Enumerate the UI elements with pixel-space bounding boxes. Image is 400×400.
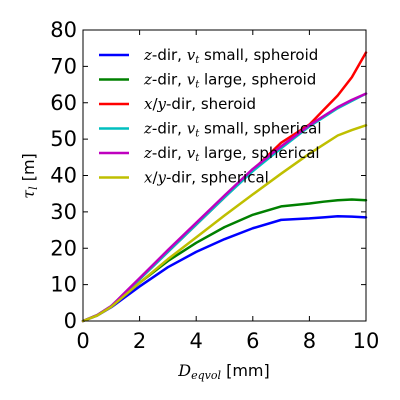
y-tick-label: 50 bbox=[50, 127, 77, 151]
legend-label-1: z-dir, vt small, spheroid bbox=[143, 46, 318, 66]
legend-label-3: x/y-dir, sheroid bbox=[144, 95, 256, 113]
y-tick-label: 80 bbox=[50, 18, 77, 42]
x-tick-label: 4 bbox=[190, 329, 203, 353]
series-line-3 bbox=[81, 51, 368, 323]
y-tick-label: 40 bbox=[50, 164, 77, 188]
y-tick-label: 70 bbox=[50, 54, 77, 78]
series-line-6 bbox=[81, 124, 368, 323]
series-layer bbox=[81, 51, 368, 323]
y-axis-label: τl [m] bbox=[19, 153, 40, 199]
legend-label-5: z-dir, vt large, spherical bbox=[143, 144, 320, 164]
x-tick-label: 2 bbox=[133, 329, 146, 353]
x-axis-label: Deqvol [mm] bbox=[177, 361, 269, 382]
x-tick-label: 8 bbox=[303, 329, 316, 353]
legend-label-2: z-dir, vt large, spheroid bbox=[143, 71, 316, 91]
legend-label-4: z-dir, vt small, spherical bbox=[143, 120, 322, 140]
y-tick-label: 20 bbox=[50, 236, 77, 260]
x-tick-label: 0 bbox=[76, 329, 89, 353]
y-tick-label: 60 bbox=[50, 91, 77, 115]
tick-layer: 0 2 4 6 8 10 0 10 20 30 40 50 60 70 80 bbox=[50, 18, 379, 353]
x-tick-label: 10 bbox=[353, 329, 380, 353]
y-tick-label: 10 bbox=[50, 273, 77, 297]
series-line-1 bbox=[81, 214, 368, 323]
legend-label-6: x/y-dir, spherical bbox=[144, 169, 269, 187]
x-tick-label: 6 bbox=[246, 329, 259, 353]
legend: z-dir, vt small, spheroid z-dir, vt large… bbox=[99, 46, 322, 187]
y-tick-label: 30 bbox=[50, 200, 77, 224]
y-tick-label: 0 bbox=[64, 309, 77, 333]
